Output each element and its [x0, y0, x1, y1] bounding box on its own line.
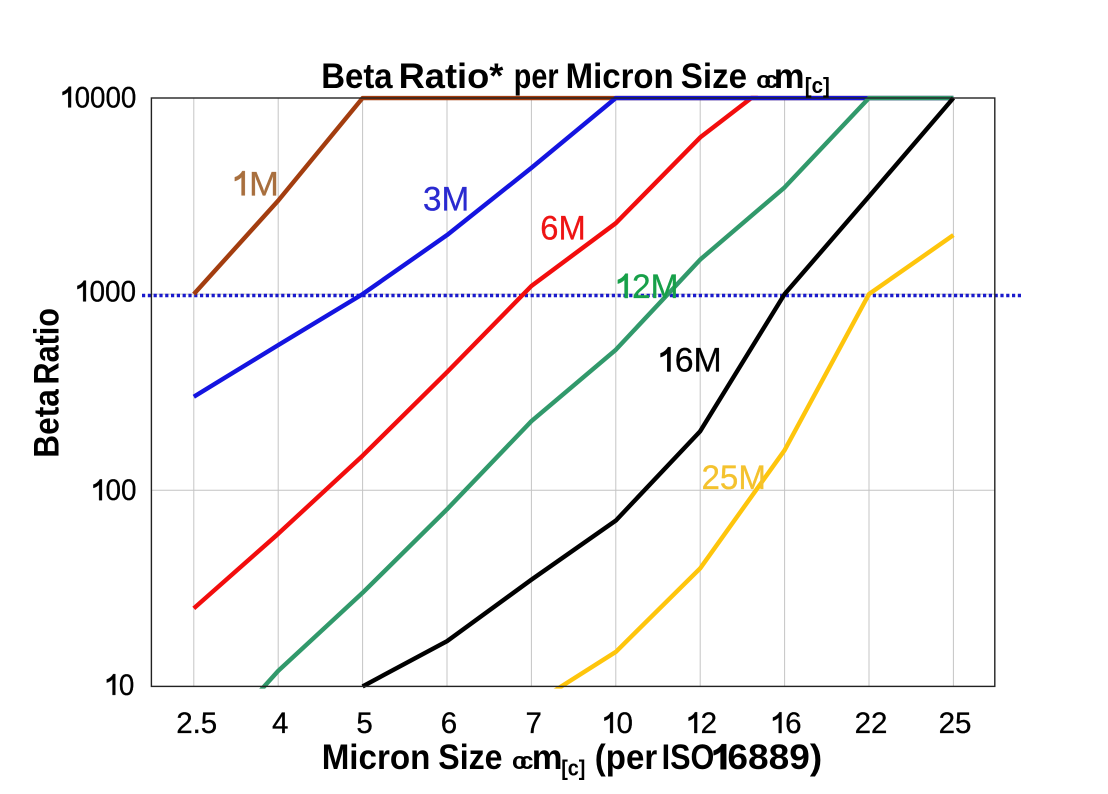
svg-text:6M: 6M [540, 210, 585, 248]
svg-text:6M: 6M [675, 342, 722, 380]
svg-text:0: 0 [616, 707, 632, 740]
svg-text:per: per [514, 56, 559, 96]
svg-text:25: 25 [939, 707, 972, 740]
svg-text:Micron: Micron [322, 737, 431, 777]
svg-text:Ratio: Ratio [26, 308, 66, 385]
svg-text:7: 7 [525, 707, 541, 740]
svg-text:2.5: 2.5 [176, 707, 217, 740]
svg-text:2: 2 [701, 707, 717, 740]
svg-text:4: 4 [272, 707, 288, 740]
svg-text:Beta: Beta [321, 56, 393, 96]
svg-text:0: 0 [119, 669, 134, 702]
svg-text:0000: 0000 [75, 81, 137, 114]
svg-text:25M: 25M [702, 459, 767, 497]
svg-text:2M: 2M [632, 268, 679, 306]
svg-text:[c]: [c] [561, 756, 585, 781]
svg-text:Size: Size [681, 56, 747, 96]
svg-text:[c]: [c] [805, 73, 830, 98]
svg-text:ISO: ISO [662, 737, 715, 777]
svg-text:6: 6 [785, 707, 801, 740]
svg-text:Micron: Micron [566, 56, 674, 96]
svg-text:00: 00 [105, 474, 136, 507]
svg-text:22: 22 [855, 707, 888, 740]
svg-text:Size: Size [438, 737, 502, 777]
svg-text:(per: (per [595, 737, 658, 777]
svg-text:6889): 6889) [727, 737, 822, 777]
svg-text:5: 5 [356, 707, 372, 740]
svg-text:M: M [249, 165, 279, 203]
svg-text:m: m [532, 737, 563, 777]
svg-text:m: m [774, 56, 805, 96]
svg-text:3M: 3M [423, 180, 469, 218]
svg-text:Ratio*: Ratio* [399, 56, 504, 96]
svg-text:6: 6 [441, 707, 457, 740]
svg-text:000: 000 [89, 275, 136, 308]
svg-text:Beta: Beta [26, 389, 66, 458]
